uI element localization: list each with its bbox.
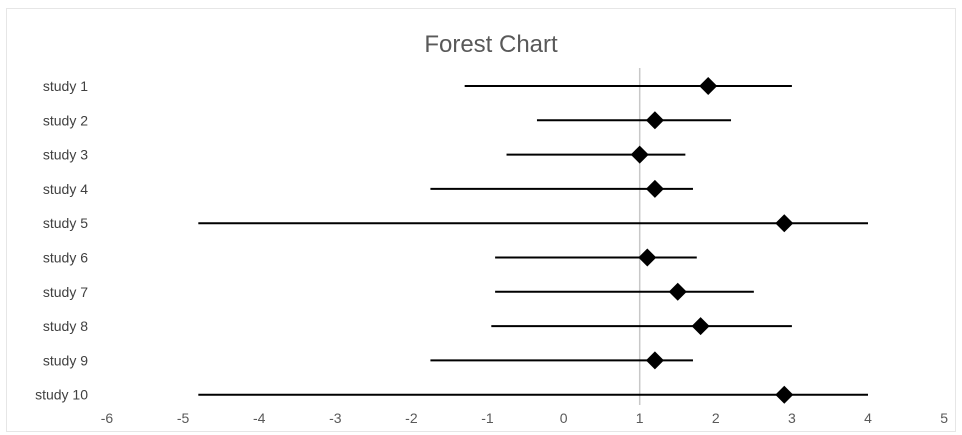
study-label-layer: study 1 study 2 study 3 study 4 study 5 study…: [35, 78, 88, 403]
chart-area-border: [6, 8, 956, 432]
x-tick-label: -6: [101, 410, 114, 426]
x-tick-label: 0: [560, 410, 568, 426]
study-label: study 5: [43, 215, 88, 231]
x-tick-label: 4: [864, 410, 872, 426]
study-label: study 4: [43, 181, 88, 197]
estimate-marker: [775, 214, 794, 233]
x-tick-label: 1: [636, 410, 644, 426]
study-label: study 1: [43, 78, 88, 94]
study-label: study 9: [43, 352, 88, 368]
chart-title: Forest Chart: [424, 31, 558, 58]
x-tick-label: 5: [940, 410, 948, 426]
x-axis-tick-layer: -6 -5 -4 -3 -2 -1 0 1 2 3 4 5: [101, 410, 948, 426]
estimate-marker: [699, 77, 718, 95]
estimate-marker: [638, 248, 657, 267]
x-tick-label: 3: [788, 410, 796, 426]
x-tick-label: -3: [329, 410, 342, 426]
estimate-marker: [668, 282, 687, 301]
study-label: study 10: [35, 387, 88, 403]
x-tick-label: -1: [481, 410, 494, 426]
study-label: study 7: [43, 284, 88, 300]
estimate-marker-layer: [630, 77, 794, 404]
x-tick-label: 2: [712, 410, 720, 426]
estimate-marker: [630, 145, 649, 164]
x-tick-label: -5: [177, 410, 190, 426]
estimate-marker: [645, 351, 664, 370]
estimate-marker: [775, 385, 794, 404]
study-label: study 2: [43, 112, 88, 128]
estimate-marker: [645, 179, 664, 198]
estimate-marker: [645, 111, 664, 130]
study-label: study 8: [43, 318, 88, 334]
study-label: study 6: [43, 250, 88, 266]
confidence-interval-layer: [198, 85, 868, 396]
estimate-marker: [691, 317, 710, 336]
x-tick-label: -2: [405, 410, 418, 426]
study-label: study 3: [43, 147, 88, 163]
x-tick-label: -4: [253, 410, 266, 426]
